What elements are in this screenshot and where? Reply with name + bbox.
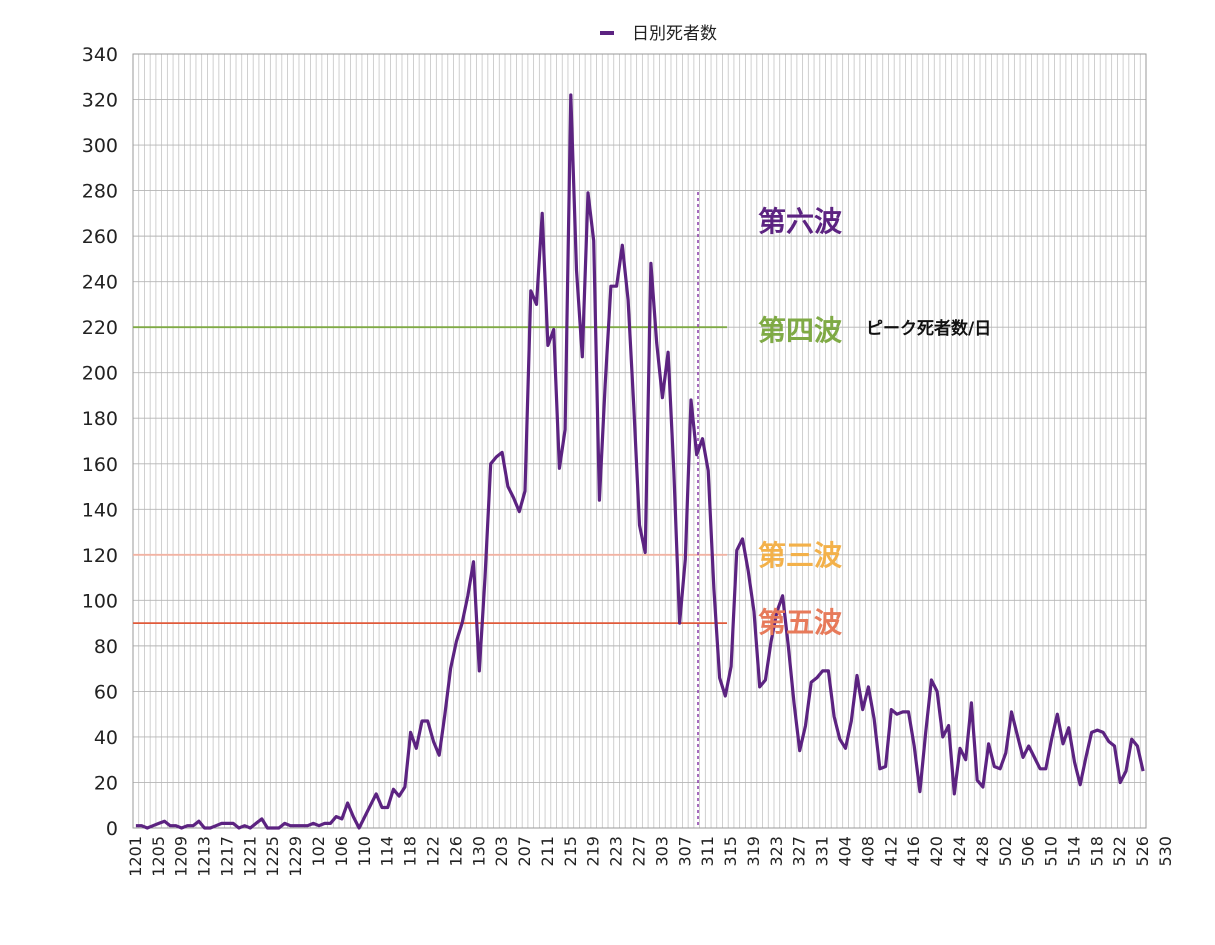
y-tick-label: 60 [94, 681, 118, 703]
grid [132, 53, 1147, 829]
y-tick-label: 160 [82, 454, 118, 476]
y-tick-label: 260 [82, 226, 118, 248]
x-tick-label: 522 [1110, 836, 1129, 867]
y-tick-label: 0 [106, 818, 118, 840]
x-tick-label: 118 [401, 836, 420, 867]
x-tick-label: 1229 [286, 836, 305, 877]
x-tick-label: 307 [675, 836, 694, 867]
x-tick-label: 1201 [126, 836, 145, 877]
y-tick-label: 120 [82, 545, 118, 567]
x-tick-label: 106 [332, 836, 351, 867]
x-tick-label: 1205 [149, 836, 168, 877]
annotation-third-wave: 第三波 [758, 539, 843, 572]
y-tick-label: 240 [82, 272, 118, 294]
x-tick-label: 408 [858, 836, 877, 867]
annotation-fourth-wave: 第四波 [758, 314, 843, 347]
x-tick-label: 530 [1156, 836, 1175, 867]
x-tick-label: 203 [492, 836, 511, 867]
x-tick-label: 412 [881, 836, 900, 867]
y-tick-label: 140 [82, 499, 118, 521]
x-tick-label: 404 [836, 836, 855, 867]
x-tick-label: 510 [1042, 836, 1061, 867]
x-tick-label: 424 [950, 836, 969, 867]
y-tick-label: 80 [94, 636, 118, 658]
x-tick-label: 1217 [217, 836, 236, 877]
x-tick-label: 319 [744, 836, 763, 867]
x-tick-label: 506 [1019, 836, 1038, 867]
x-tick-label: 215 [561, 836, 580, 867]
x-tick-label: 126 [446, 836, 465, 867]
y-tick-label: 340 [82, 44, 118, 66]
x-tick-label: 311 [698, 836, 717, 867]
x-tick-label: 223 [607, 836, 626, 867]
series-group [135, 93, 1145, 830]
legend-label: 日別死者数 [632, 24, 717, 44]
y-tick-label: 40 [94, 727, 118, 749]
x-tick-label: 420 [927, 836, 946, 867]
x-tick-label: 227 [630, 836, 649, 867]
x-tick-label: 1209 [172, 836, 191, 877]
x-tick-label: 1225 [263, 836, 282, 877]
x-tick-label: 130 [469, 836, 488, 867]
legend: 日別死者数 [600, 24, 717, 44]
x-tick-label: 211 [538, 836, 557, 867]
x-tick-label: 102 [309, 836, 328, 867]
x-tick-label: 518 [1087, 836, 1106, 867]
x-tick-label: 323 [767, 836, 786, 867]
y-tick-label: 220 [82, 317, 118, 339]
y-tick-label: 100 [82, 590, 118, 612]
annotation-sixth-wave: 第六波 [758, 205, 843, 238]
y-tick-label: 320 [82, 90, 118, 112]
x-axis-ticks: 1201 1205 1209 1213 1217 1221 1225 1229 102 106 11… [126, 836, 1175, 877]
plot-frame [132, 53, 1147, 829]
y-tick-label: 280 [82, 181, 118, 203]
x-tick-label: 514 [1064, 836, 1083, 867]
y-tick-label: 200 [82, 363, 118, 385]
y-tick-label: 300 [82, 135, 118, 157]
x-tick-label: 303 [652, 836, 671, 867]
y-axis-ticks: 0 20 40 60 80 100 120 140 160 180 200 220 240 260 280 3… [82, 44, 118, 840]
x-tick-label: 1221 [240, 836, 259, 877]
annotation-peak-note: ピーク死者数/日 [866, 318, 991, 339]
x-tick-label: 502 [996, 836, 1015, 867]
x-tick-label: 428 [973, 836, 992, 867]
y-tick-label: 20 [94, 772, 118, 794]
x-tick-label: 327 [790, 836, 809, 867]
x-tick-label: 331 [813, 836, 832, 867]
x-tick-label: 114 [378, 836, 397, 867]
annotation-fifth-wave: 第五波 [758, 606, 843, 639]
x-tick-label: 526 [1133, 836, 1152, 867]
y-tick-label: 180 [82, 408, 118, 430]
x-tick-label: 110 [355, 836, 374, 867]
x-tick-label: 219 [584, 836, 603, 867]
series-line [135, 93, 1145, 830]
x-tick-label: 315 [721, 836, 740, 867]
x-tick-label: 1213 [195, 836, 214, 877]
x-tick-label: 122 [423, 836, 442, 867]
x-tick-label: 416 [904, 836, 923, 867]
x-tick-label: 207 [515, 836, 534, 867]
